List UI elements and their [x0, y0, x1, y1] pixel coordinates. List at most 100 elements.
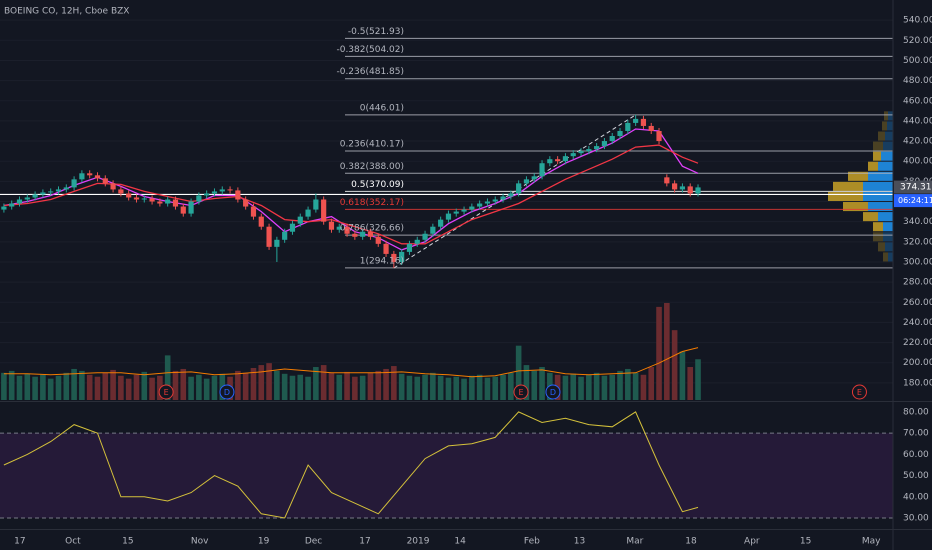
event-marker: [513, 384, 529, 400]
volume-bar: [500, 374, 506, 400]
volume-bar: [601, 375, 608, 400]
volume-bar: [430, 372, 436, 400]
event-marker: [158, 384, 174, 400]
volume-bar: [632, 372, 639, 400]
candle-body: [204, 193, 210, 196]
candle-body: [219, 189, 225, 192]
volume-bar: [196, 374, 202, 400]
x-tick-label: 2019: [407, 537, 430, 547]
profile-up: [883, 222, 893, 232]
profile-up: [863, 181, 893, 191]
profile-up: [878, 161, 893, 171]
volume-bar: [375, 370, 382, 400]
volume-bar: [609, 374, 616, 400]
candle-body: [48, 191, 54, 193]
candle-body: [149, 198, 155, 202]
event-marker: [545, 384, 561, 400]
event-marker: [219, 384, 235, 400]
candle-body: [79, 173, 85, 180]
candle-body: [328, 221, 335, 230]
candle-body: [484, 201, 491, 204]
volume-bar: [625, 368, 631, 400]
candle-body: [531, 176, 537, 180]
profile-down: [882, 121, 887, 131]
candle-body: [282, 231, 288, 240]
volume-bar: [398, 373, 405, 400]
candle-body: [461, 209, 467, 212]
x-tick-label: Apr: [744, 537, 760, 547]
candle-body: [172, 199, 179, 207]
candle-body: [165, 199, 171, 204]
profile-up: [881, 151, 893, 161]
candle-body: [157, 201, 163, 204]
last-price-box: [894, 180, 932, 194]
profile-up: [885, 131, 893, 141]
volume-bar: [695, 359, 701, 400]
volume-bar: [648, 367, 655, 400]
volume-bar: [313, 367, 319, 400]
candle-body: [594, 146, 600, 150]
fib-label: 0.5(370.09): [351, 180, 404, 190]
profile-down: [868, 161, 878, 171]
candle-body: [133, 197, 140, 200]
volume-bar: [414, 376, 421, 400]
y-tick-label: 460.00: [903, 96, 932, 106]
volume-bar: [16, 375, 23, 400]
y-tick-label: 500.00: [903, 56, 932, 66]
volume-bar: [32, 376, 38, 400]
profile-down: [873, 151, 881, 161]
candle-body: [633, 118, 639, 123]
y-tick-label: 340.00: [903, 217, 932, 227]
fib-label: 0.618(352.17): [340, 198, 404, 208]
candle-body: [383, 243, 389, 254]
candle-body: [399, 251, 405, 262]
profile-down: [848, 171, 868, 181]
profile-up: [868, 171, 893, 181]
event-label: E: [857, 388, 862, 397]
candle-body: [258, 216, 264, 227]
x-tick-label: 15: [800, 537, 811, 547]
candle-body: [601, 141, 608, 147]
volume-bar: [593, 372, 600, 400]
volume-bar: [79, 370, 85, 400]
volume-bar: [352, 376, 358, 400]
volume-ma-line: [3, 347, 699, 378]
fib-label: -0.236(481.85): [336, 67, 404, 77]
candle-body: [352, 233, 358, 237]
profile-down: [878, 131, 885, 141]
rsi-band: [0, 433, 893, 519]
x-tick-label: Dec: [305, 537, 322, 547]
candle-body: [391, 253, 397, 262]
candle-body: [609, 136, 615, 142]
y-tick-label: 220.00: [903, 338, 932, 348]
event-label: E: [518, 388, 523, 397]
candle-body: [71, 179, 77, 188]
volume-bar: [484, 377, 491, 400]
y-tick-label: 200.00: [903, 358, 932, 368]
volume-bar: [258, 365, 265, 400]
volume-bar: [235, 370, 241, 400]
y-tick-label: 520.00: [903, 36, 932, 46]
countdown-box: [894, 194, 932, 208]
volume-bar: [289, 375, 296, 400]
candle-body: [102, 178, 108, 184]
fib-label: -0.382(504.02): [336, 45, 404, 55]
volume-bar: [406, 375, 413, 400]
volume-bar: [664, 303, 670, 400]
y-tick-label: 240.00: [903, 318, 932, 328]
volume-bar: [617, 370, 623, 400]
chart-title: BOEING CO, 12H, Cboe BZX: [4, 7, 129, 17]
rsi-tick-label: 40.00: [903, 492, 929, 502]
volume-bar: [149, 377, 155, 400]
candle-body: [297, 216, 303, 224]
x-tick-label: 19: [258, 537, 270, 547]
candle-body: [453, 211, 459, 214]
volume-bar: [320, 365, 327, 400]
x-tick-label: Nov: [191, 537, 209, 547]
y-tick-label: 480.00: [903, 76, 932, 86]
volume-bar: [305, 376, 311, 400]
candle-body: [321, 199, 327, 222]
x-tick-label: Mar: [626, 537, 643, 547]
volume-bar: [508, 372, 514, 400]
candle-body: [375, 236, 381, 244]
